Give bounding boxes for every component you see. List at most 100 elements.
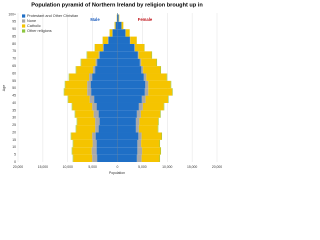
y-tick-label: 20: [12, 130, 16, 134]
bar-segment: [117, 66, 142, 74]
legend-label: Protestant and Other Christian: [27, 14, 78, 18]
x-tick-label: 20,000: [13, 165, 23, 169]
y-tick-label: 80: [12, 42, 16, 46]
y-tick-label: 75: [12, 49, 16, 53]
bar-segment: [92, 73, 118, 81]
male-label: Male: [90, 17, 100, 22]
chart-title: Population pyramid of Northern Ireland b…: [31, 2, 203, 8]
bar-segment: [89, 95, 95, 103]
bar-segment: [96, 102, 118, 111]
y-tick-label: 50: [12, 86, 16, 90]
bar-segment: [68, 95, 90, 103]
bar-segment: [95, 66, 118, 74]
bar-segment: [77, 117, 96, 126]
y-tick-label: 30: [12, 116, 16, 120]
bar-segment: [117, 88, 145, 96]
bar-segment: [139, 117, 159, 126]
bar-segment: [117, 58, 140, 67]
bar-segment: [115, 21, 118, 30]
bar-segment: [95, 132, 118, 140]
bar-segment: [117, 117, 136, 126]
bar-segment: [109, 29, 113, 37]
legend-swatch: [22, 24, 26, 28]
bar-segment: [134, 43, 145, 52]
x-tick-label: 20,000: [212, 165, 222, 169]
bar-segment: [95, 125, 99, 133]
bar-segment: [141, 66, 144, 74]
bar-segment: [96, 147, 118, 155]
bar-segment: [117, 51, 138, 59]
bar-segment: [117, 29, 126, 37]
y-tick-label: 45: [12, 94, 16, 98]
bar-segment: [89, 73, 93, 81]
x-axis-label: Population: [109, 171, 125, 175]
legend-swatch: [22, 19, 26, 23]
bar-segment: [117, 95, 142, 103]
bar-segment: [141, 154, 160, 162]
bar-segment: [97, 154, 118, 162]
y-tick-label: 55: [12, 79, 16, 83]
bar-segment: [112, 29, 118, 37]
bar-segment: [92, 102, 97, 111]
bar-segment: [145, 80, 149, 89]
y-tick-label: 85: [12, 34, 16, 38]
y-tick-label: 70: [12, 57, 16, 61]
bar-segment: [71, 132, 93, 140]
y-tick-label: 15: [12, 138, 16, 142]
bar-segment: [81, 58, 96, 67]
bar-segment: [69, 73, 90, 81]
bar-segment: [91, 147, 97, 155]
bar-segment: [87, 88, 92, 96]
bar-segment: [135, 117, 140, 126]
bar-segment: [73, 139, 93, 148]
x-tick-label: 10,000: [63, 165, 73, 169]
bar-segment: [103, 43, 118, 52]
bar-segment: [117, 154, 137, 162]
bar-segment: [72, 147, 92, 155]
x-tick-label: 10,000: [162, 165, 172, 169]
legend-swatch: [22, 29, 26, 33]
bar-segment: [76, 125, 96, 133]
x-tick-label: 5,000: [138, 165, 147, 169]
bar-segment: [144, 88, 149, 96]
bar-segment: [125, 29, 130, 37]
x-tick-label: 0: [117, 165, 119, 169]
bar-segment: [143, 73, 147, 81]
y-tick-label: 10: [12, 145, 16, 149]
bar-segment: [139, 58, 142, 67]
bar-segment: [98, 110, 118, 118]
bar-segment: [136, 154, 142, 162]
bar-segment: [148, 80, 171, 89]
legend-label: Other religions: [27, 29, 52, 33]
bar-segment: [141, 58, 157, 67]
x-tick-label: 15,000: [38, 165, 48, 169]
bar-segment: [108, 36, 118, 44]
bar-segment: [96, 139, 118, 148]
bar-segment: [137, 51, 139, 59]
bar-segment: [99, 51, 118, 59]
y-tick-label: 100+: [8, 12, 16, 16]
bar-segment: [91, 88, 118, 96]
bar-segment: [98, 51, 100, 59]
bar-segment: [117, 147, 138, 155]
bar-segment: [72, 102, 93, 111]
bar-segment: [64, 88, 88, 96]
bar-segment: [92, 139, 97, 148]
bar-segment: [121, 21, 124, 30]
y-tick-label: 5: [14, 153, 16, 157]
bar-segment: [117, 36, 130, 44]
x-tick-label: 15,000: [187, 165, 197, 169]
y-tick-label: 90: [12, 27, 16, 31]
bar-segment: [137, 147, 143, 155]
bar-segment: [73, 154, 93, 162]
y-tick-label: 60: [12, 71, 16, 75]
legend-swatch: [22, 14, 26, 18]
legend-label: None: [27, 19, 36, 23]
bar-segment: [76, 66, 94, 74]
bar-segment: [87, 51, 99, 59]
bar-segment: [117, 80, 146, 89]
y-tick-label: 65: [12, 64, 16, 68]
bar-segment: [95, 117, 100, 126]
y-tick-label: 35: [12, 108, 16, 112]
bar-segment: [143, 66, 161, 74]
